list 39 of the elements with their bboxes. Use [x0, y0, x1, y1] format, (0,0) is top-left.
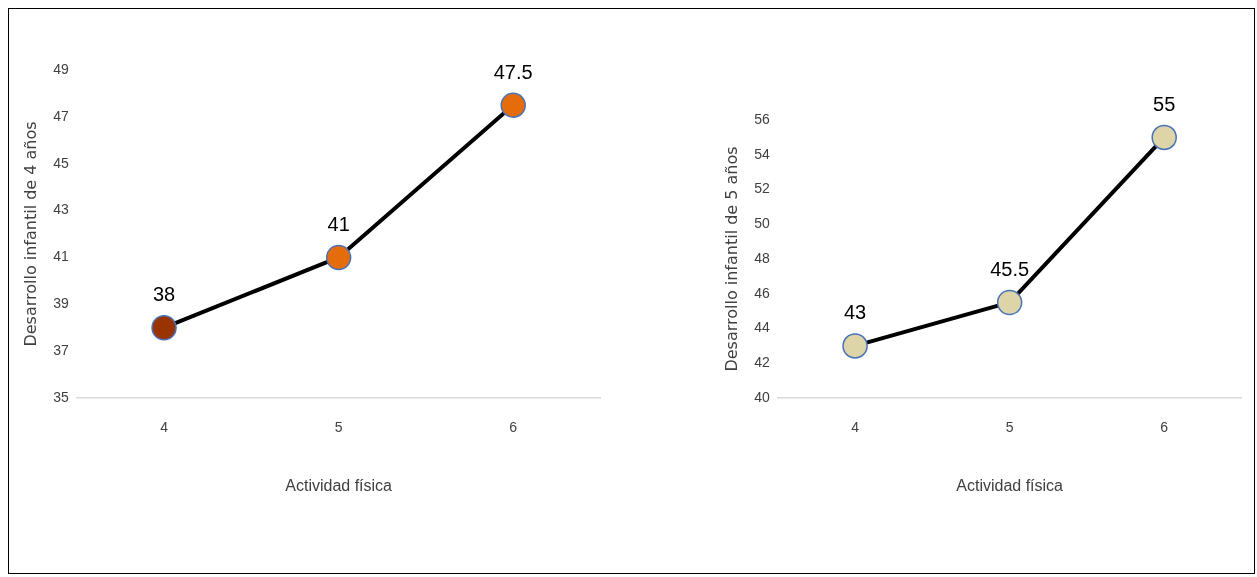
data-label: 55 [1153, 92, 1176, 115]
y-tick-label: 41 [53, 248, 69, 265]
point [500, 92, 526, 118]
x-tick-label: 4 [160, 419, 169, 436]
y-axis-title: Desarrollo infantil de 4 años [20, 121, 40, 347]
point [325, 244, 352, 271]
y-tick-label: 37 [53, 342, 69, 358]
y-tick-label: 54 [754, 145, 770, 162]
y-tick-label: 52 [754, 180, 770, 197]
y-axis-title: Desarrollo infantil de 5 años [721, 146, 741, 372]
data-label: 41 [327, 212, 350, 235]
x-tick-label: 6 [509, 419, 518, 436]
y-tick-label: 46 [754, 284, 770, 301]
x-tick-label: 6 [1160, 419, 1169, 436]
point [151, 314, 177, 341]
data-label: 47.5 [493, 60, 533, 83]
y-tick-label: 56 [754, 110, 770, 127]
point [996, 289, 1023, 316]
point [842, 333, 868, 359]
y-tick-label: 48 [754, 249, 770, 266]
data-label: 45.5 [990, 257, 1030, 280]
y-tick-label: 44 [754, 319, 770, 336]
x-axis-title: Actividad física [285, 476, 393, 494]
x-tick-label: 4 [851, 419, 860, 436]
y-tick-label: 45 [53, 154, 69, 171]
y-tick-label: 40 [754, 388, 770, 405]
point [1151, 124, 1177, 151]
data-label: 38 [152, 283, 176, 306]
y-tick-label: 39 [53, 295, 69, 312]
y-tick-label: 49 [53, 60, 69, 77]
y-tick-label: 42 [754, 354, 770, 371]
y-tick-label: 50 [754, 215, 770, 232]
x-tick-label: 5 [334, 419, 343, 436]
x-tick-label: 5 [1005, 419, 1014, 436]
y-tick-label: 35 [53, 388, 69, 405]
y-tick-label: 47 [53, 107, 69, 124]
data-label: 43 [843, 301, 867, 324]
y-tick-label: 43 [53, 201, 69, 218]
x-axis-title: Actividad física [956, 476, 1064, 494]
